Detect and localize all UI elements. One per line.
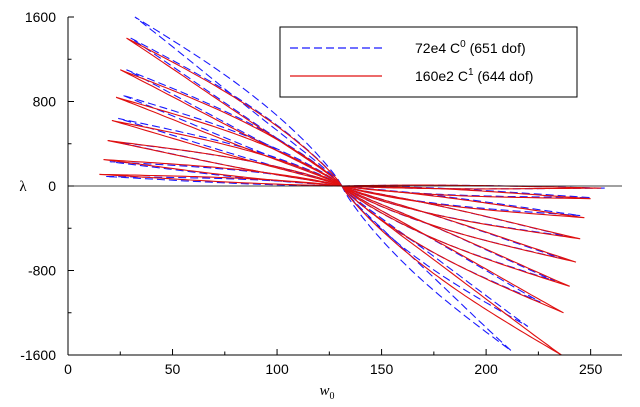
tick-labels: 0 50 100 150 200 250 -1600 -800 0 800 1600 bbox=[20, 9, 602, 377]
series-1-loop-8 bbox=[134, 16, 343, 187]
series-1-loop-5 bbox=[122, 94, 343, 187]
x-tick-label: 150 bbox=[370, 361, 394, 377]
legend-label-series-2: 160e2 C1 (644 dof) bbox=[415, 67, 533, 84]
legend-label-series-2-base: 160e2 C bbox=[415, 68, 468, 84]
legend-label-series-1: 72e4 C0 (651 dof) bbox=[415, 39, 526, 56]
axes bbox=[67, 16, 622, 356]
legend-label-series-2-sup: 1 bbox=[468, 67, 474, 78]
series-2-loop-3 bbox=[107, 140, 343, 187]
y-tick-label: -1600 bbox=[20, 347, 56, 363]
y-tick-label: -800 bbox=[28, 263, 56, 279]
x-tick-label: 200 bbox=[474, 361, 498, 377]
x-tick-label: 0 bbox=[64, 361, 72, 377]
series-1-loop-7 bbox=[130, 37, 343, 187]
series-1-loop-4 bbox=[118, 117, 343, 187]
series-2 bbox=[99, 37, 602, 356]
svg-text:w0: w0 bbox=[319, 383, 334, 402]
y-axis-title: λ bbox=[19, 179, 27, 195]
series-2-loop-7 bbox=[126, 37, 343, 187]
y-tick-label: 800 bbox=[33, 94, 57, 110]
x-tick-label: 250 bbox=[579, 361, 603, 377]
series-2-loop-14 bbox=[341, 185, 564, 314]
y-tick-label: 0 bbox=[48, 178, 56, 194]
legend-label-series-2-rest: (644 dof) bbox=[474, 68, 534, 84]
plot-curves bbox=[99, 16, 606, 356]
series-2-loop-9 bbox=[341, 185, 591, 200]
series-2-loop-15 bbox=[341, 185, 562, 356]
x-axis-title-main: w bbox=[319, 383, 329, 399]
series-2-loop-1 bbox=[99, 173, 342, 187]
series-2-loop-13 bbox=[341, 185, 570, 287]
x-axis-title-sub: 0 bbox=[330, 391, 335, 402]
series-2-loop-6 bbox=[120, 69, 343, 187]
x-axis-title: w0 bbox=[319, 383, 334, 402]
y-tick-label: 1600 bbox=[25, 9, 56, 25]
legend-label-series-1-base: 72e4 C bbox=[415, 40, 460, 56]
x-tick-label: 100 bbox=[265, 361, 289, 377]
series-2-loop-11 bbox=[341, 185, 581, 240]
legend-box bbox=[279, 26, 578, 98]
legend-label-series-1-sup: 0 bbox=[460, 39, 466, 50]
series-2-loop-5 bbox=[115, 96, 343, 187]
legend: 72e4 C0 (651 dof) 160e2 C1 (644 dof) bbox=[279, 26, 578, 98]
x-tick-label: 50 bbox=[165, 361, 181, 377]
legend-label-series-1-rest: (651 dof) bbox=[466, 40, 526, 56]
